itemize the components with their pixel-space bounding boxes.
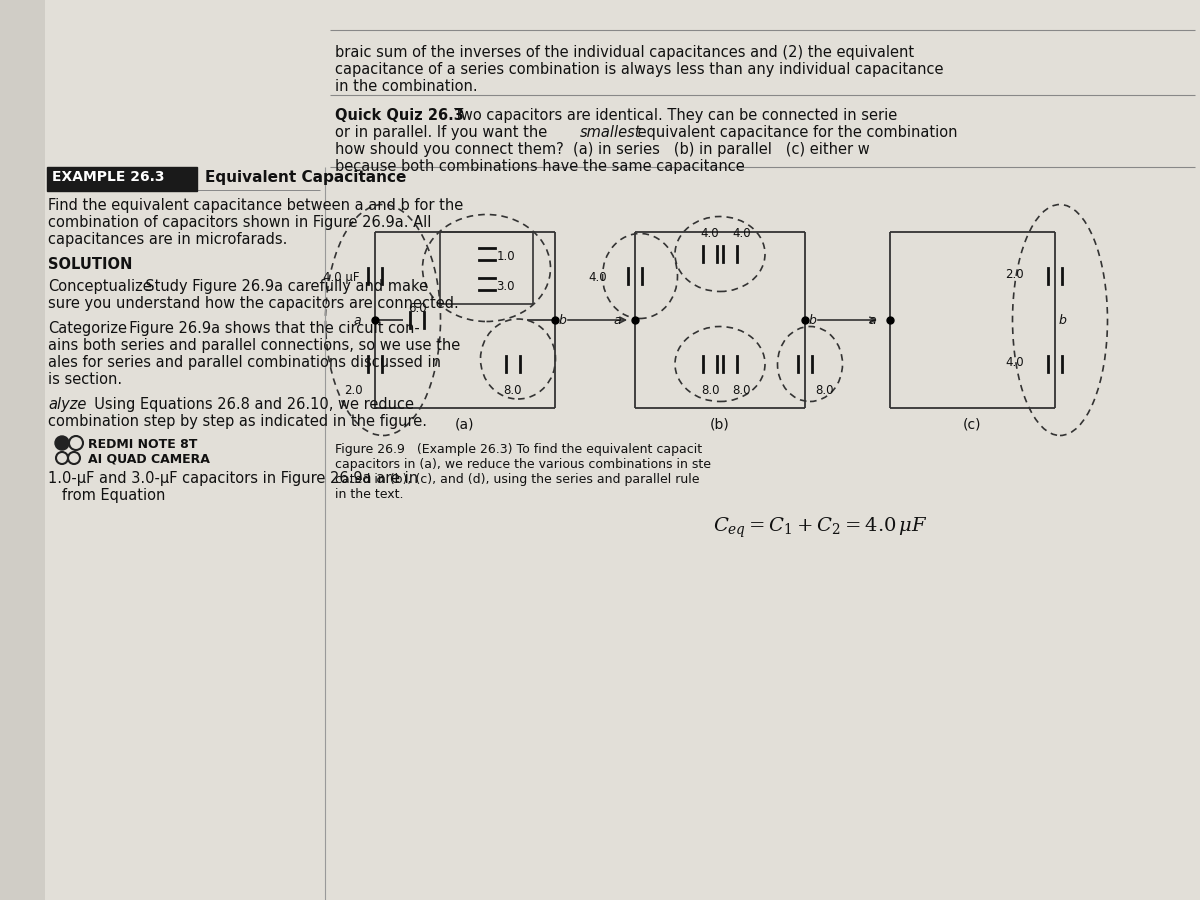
Text: 4.0: 4.0: [732, 227, 751, 240]
Text: or in parallel. If you want the: or in parallel. If you want the: [335, 125, 552, 140]
Text: because both combinations have the same capacitance: because both combinations have the same …: [335, 159, 745, 174]
Text: cated in (b), (c), and (d), using the series and parallel rule: cated in (b), (c), and (d), using the se…: [335, 473, 700, 486]
Text: Categorize: Categorize: [48, 321, 127, 336]
Text: capacitance of a series combination is always less than any individual capacitan: capacitance of a series combination is a…: [335, 62, 943, 77]
Text: capacitances are in microfarads.: capacitances are in microfarads.: [48, 232, 287, 247]
Text: b: b: [809, 313, 817, 327]
Text: REDMI NOTE 8T: REDMI NOTE 8T: [88, 438, 197, 451]
Text: combination of capacitors shown in Figure 26.9a. All: combination of capacitors shown in Figur…: [48, 215, 431, 230]
Text: 2.0: 2.0: [343, 384, 362, 397]
Text: 8.0: 8.0: [701, 384, 719, 397]
Text: 3.0: 3.0: [497, 280, 515, 293]
Text: 8.0: 8.0: [504, 384, 522, 397]
Text: Using Equations 26.8 and 26.10, we reduce: Using Equations 26.8 and 26.10, we reduc…: [85, 397, 414, 412]
Text: b: b: [1060, 313, 1067, 327]
Text: Figure 26.9   (Example 26.3) To find the equivalent capacit: Figure 26.9 (Example 26.3) To find the e…: [335, 443, 702, 456]
Text: equivalent capacitance for the combination: equivalent capacitance for the combinati…: [634, 125, 958, 140]
Circle shape: [55, 436, 70, 450]
Text: ales for series and parallel combinations discussed in: ales for series and parallel combination…: [48, 355, 442, 370]
Bar: [0, 0, 46, 900]
Text: Quick Quiz 26.3: Quick Quiz 26.3: [335, 108, 464, 123]
Text: from Equation: from Equation: [48, 488, 166, 503]
FancyBboxPatch shape: [330, 92, 1200, 538]
Text: 4.0: 4.0: [1006, 356, 1024, 369]
Text: ains both series and parallel connections, so we use the: ains both series and parallel connection…: [48, 338, 461, 353]
Text: sure you understand how the capacitors are connected.: sure you understand how the capacitors a…: [48, 296, 458, 311]
Text: in the text.: in the text.: [335, 488, 403, 501]
Text: a: a: [869, 313, 876, 327]
FancyBboxPatch shape: [47, 167, 197, 191]
Text: Conceptualize: Conceptualize: [48, 279, 151, 294]
Text: is section.: is section.: [48, 372, 122, 387]
Text: b: b: [559, 313, 566, 327]
Text: Find the equivalent capacitance between a and b for the: Find the equivalent capacitance between …: [48, 198, 463, 213]
Text: (b): (b): [710, 418, 730, 432]
Text: (a): (a): [455, 418, 475, 432]
Text: a: a: [353, 313, 361, 327]
Text: 4.0: 4.0: [701, 227, 719, 240]
Text: 6.0: 6.0: [408, 302, 426, 315]
Text: how should you connect them?  (a) in series   (b) in parallel   (c) either w: how should you connect them? (a) in seri…: [335, 142, 870, 157]
Text: SOLUTION: SOLUTION: [48, 257, 132, 272]
Text: 4.0 µF: 4.0 µF: [323, 271, 360, 284]
Text: EXAMPLE 26.3: EXAMPLE 26.3: [52, 170, 164, 184]
Text: capacitors in (a), we reduce the various combinations in ste: capacitors in (a), we reduce the various…: [335, 458, 710, 471]
Text: 8.0: 8.0: [815, 384, 834, 397]
Text: 2.0: 2.0: [1006, 268, 1024, 281]
Text: Two capacitors are identical. They can be connected in serie: Two capacitors are identical. They can b…: [445, 108, 898, 123]
Text: braic sum of the inverses of the individual capacitances and (2) the equivalent: braic sum of the inverses of the individ…: [335, 45, 914, 60]
Text: AI QUAD CAMERA: AI QUAD CAMERA: [88, 453, 210, 466]
Text: in the combination.: in the combination.: [335, 79, 478, 94]
Text: $C_{eq} = C_1 + C_2 = 4.0\,\mu F$: $C_{eq} = C_1 + C_2 = 4.0\,\mu F$: [713, 516, 928, 540]
Text: 8.0: 8.0: [732, 384, 750, 397]
Text: 4.0: 4.0: [588, 271, 607, 284]
Text: 1.0-μF and 3.0-μF capacitors in Figure 26.9a are in: 1.0-μF and 3.0-μF capacitors in Figure 2…: [48, 471, 418, 486]
Text: combination step by step as indicated in the figure.: combination step by step as indicated in…: [48, 414, 427, 429]
Text: alyze: alyze: [48, 397, 86, 412]
Text: Figure 26.9a shows that the circuit con-: Figure 26.9a shows that the circuit con-: [120, 321, 420, 336]
Text: Study Figure 26.9a carefully and make: Study Figure 26.9a carefully and make: [136, 279, 428, 294]
Text: Equivalent Capacitance: Equivalent Capacitance: [205, 170, 407, 185]
Text: a: a: [613, 313, 622, 327]
Text: (c): (c): [964, 418, 982, 432]
Text: 1.0: 1.0: [497, 250, 515, 263]
Text: smallest: smallest: [580, 125, 642, 140]
